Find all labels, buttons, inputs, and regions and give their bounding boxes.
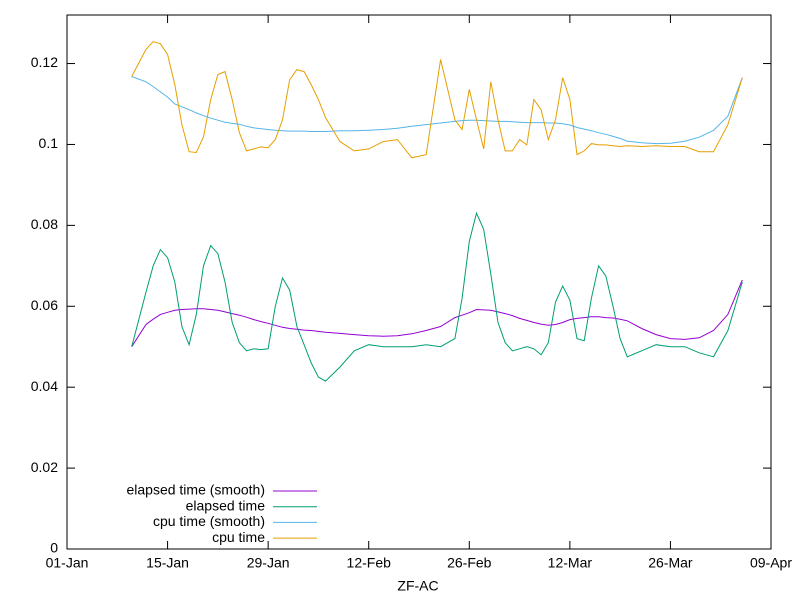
x-tick-label: 26-Feb — [447, 555, 492, 571]
y-tick-label: 0.06 — [31, 297, 58, 313]
y-tick-label: 0.02 — [31, 459, 58, 475]
x-tick-label: 26-Mar — [648, 555, 693, 571]
y-tick-label: 0 — [50, 540, 58, 556]
legend-label: cpu time (smooth) — [153, 513, 265, 529]
legend-label: elapsed time — [186, 497, 266, 513]
x-tick-label: 12-Feb — [347, 555, 392, 571]
x-tick-label: 29-Jan — [247, 555, 290, 571]
x-axis-label: ZF-AC — [397, 578, 438, 594]
legend-label: elapsed time (smooth) — [126, 482, 265, 498]
x-tick-label: 01-Jan — [46, 555, 89, 571]
x-tick-label: 12-Mar — [548, 555, 593, 571]
x-tick-label: 09-Apr — [750, 555, 792, 571]
plot-frame — [66, 14, 772, 550]
series-line — [131, 41, 743, 159]
y-tick-label: 0.12 — [31, 54, 58, 70]
y-tick-label: 0.1 — [39, 135, 59, 151]
x-tick-label: 15-Jan — [146, 555, 189, 571]
series-line — [131, 76, 743, 145]
series-line — [131, 279, 743, 347]
legend-label: cpu time — [212, 529, 265, 545]
series-line — [131, 211, 743, 382]
y-tick-label: 0.08 — [31, 216, 58, 232]
y-tick-label: 0.04 — [31, 378, 58, 394]
